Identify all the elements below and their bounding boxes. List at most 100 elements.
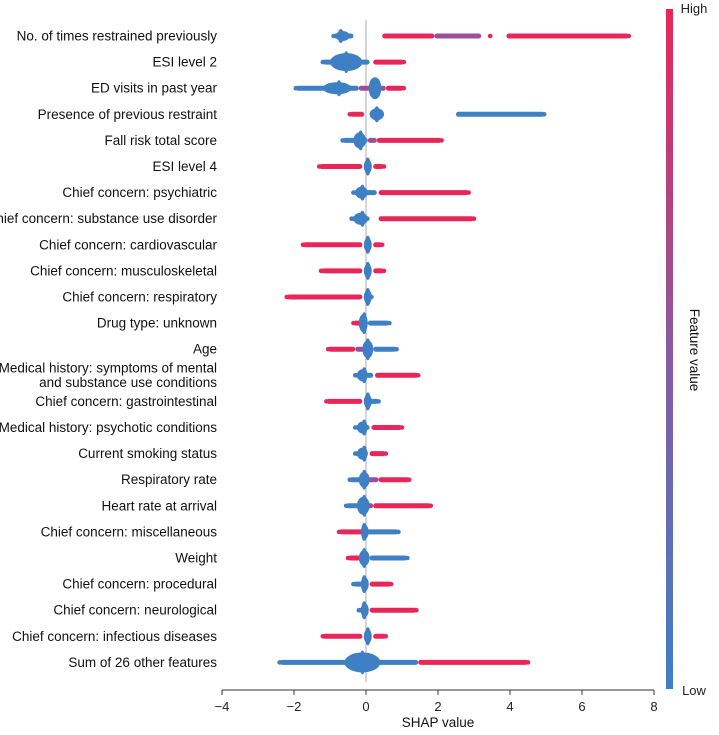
feature-label: Chief concern: neurological bbox=[53, 603, 217, 618]
shap-point bbox=[316, 164, 322, 169]
shap-point bbox=[401, 85, 407, 91]
shap-point-cluster-peak bbox=[361, 548, 368, 568]
shap-point bbox=[340, 138, 345, 143]
feature-label: Chief concern: gastrointestinal bbox=[35, 394, 217, 409]
shap-point bbox=[343, 503, 349, 509]
feature-label: Chief concern: procedural bbox=[62, 577, 217, 592]
feature-row: ESI level 2 bbox=[152, 51, 407, 74]
shap-point-band bbox=[339, 529, 365, 535]
shap-point-band bbox=[349, 111, 365, 117]
shap-point-cluster-peak bbox=[359, 184, 366, 201]
feature-row: Respiratory rate bbox=[121, 469, 412, 490]
colorbar: High Low Feature value bbox=[666, 1, 707, 698]
shap-point-band bbox=[373, 242, 383, 248]
shap-point bbox=[318, 268, 324, 274]
shap-point-cluster-peak bbox=[364, 627, 371, 646]
feature-row: Chief concern: neurological bbox=[53, 601, 419, 620]
shap-point-band bbox=[506, 33, 629, 39]
shap-point bbox=[396, 529, 401, 535]
feature-label: Age bbox=[193, 342, 217, 357]
shap-point-cluster-peak bbox=[361, 312, 368, 335]
shap-point-cluster-peak bbox=[361, 445, 368, 462]
shap-point-cluster-secondary bbox=[368, 77, 382, 100]
shap-point-cluster-peak bbox=[337, 29, 344, 43]
shap-point-cluster-peak bbox=[361, 469, 368, 490]
feature-label: Chief concern: musculoskeletal bbox=[30, 263, 217, 278]
shap-point bbox=[336, 529, 342, 535]
shap-point bbox=[525, 660, 531, 665]
feature-rows: No. of times restrained previously ESI le… bbox=[0, 20, 632, 682]
x-tick-label: 2 bbox=[434, 699, 441, 714]
shap-point-band bbox=[303, 242, 363, 248]
shap-point-cluster-peak bbox=[359, 650, 366, 675]
shap-point bbox=[352, 425, 358, 430]
x-tick-group: −4 −2 0 2 4 6 8 bbox=[215, 690, 658, 714]
shap-point bbox=[541, 112, 547, 117]
feature-label: Heart rate at arrival bbox=[101, 498, 217, 513]
feature-label: and substance use conditions bbox=[39, 375, 217, 390]
feature-label: Sum of 26 other features bbox=[68, 655, 217, 670]
shap-point-cluster-peak bbox=[361, 575, 368, 594]
shap-point-band bbox=[369, 451, 386, 457]
feature-label: Chief concern: cardiovascular bbox=[39, 237, 217, 252]
feature-label: No. of times restrained previously bbox=[17, 29, 218, 44]
shap-point bbox=[401, 59, 407, 65]
shap-point bbox=[399, 425, 405, 430]
shap-point bbox=[381, 164, 387, 169]
feature-label: Respiratory rate bbox=[121, 472, 217, 487]
shap-point bbox=[379, 242, 385, 248]
shap-point bbox=[320, 634, 326, 639]
shap-point-band bbox=[378, 190, 469, 196]
shap-point-band bbox=[456, 111, 545, 117]
shap-point-cluster-peak bbox=[361, 494, 368, 517]
shap-point-band bbox=[326, 398, 363, 404]
feature-label: Chief concern: respiratory bbox=[62, 290, 217, 305]
shap-point-band bbox=[434, 33, 482, 39]
shap-point-cluster-peak bbox=[361, 601, 368, 620]
feature-row: Age bbox=[193, 338, 399, 361]
shap-point-band bbox=[385, 85, 404, 91]
feature-label: ED visits in past year bbox=[91, 81, 218, 96]
shap-point bbox=[351, 190, 356, 195]
shap-point bbox=[331, 33, 336, 39]
shap-point bbox=[383, 634, 389, 639]
feature-row: Medical history: psychotic conditions bbox=[0, 419, 405, 436]
shap-point-cluster-peak bbox=[336, 80, 342, 97]
shap-point bbox=[293, 85, 299, 91]
shap-point bbox=[300, 242, 306, 248]
feature-row: Heart rate at arrival bbox=[101, 494, 434, 517]
feature-row: Chief concern: cardiovascular bbox=[39, 235, 385, 254]
feature-label: Chief concern: miscellaneous bbox=[41, 524, 218, 539]
shap-point-band bbox=[418, 659, 528, 665]
feature-row: Sum of 26 other features bbox=[68, 650, 531, 675]
shap-point-band bbox=[376, 137, 442, 143]
feature-row: Chief concern: miscellaneous bbox=[41, 522, 401, 541]
feature-row: ED visits in past year bbox=[91, 77, 407, 100]
shap-point bbox=[406, 477, 412, 483]
shap-point bbox=[352, 451, 358, 456]
shap-point-band bbox=[369, 581, 392, 587]
feature-row: Fall risk total score bbox=[104, 130, 444, 151]
x-tick-label: 6 bbox=[578, 699, 585, 714]
feature-label: Fall risk total score bbox=[104, 133, 217, 148]
shap-point bbox=[376, 399, 381, 404]
shap-point-cluster-peak bbox=[361, 419, 368, 436]
feature-label: Chief concern: psychiatric bbox=[62, 185, 217, 200]
shap-point bbox=[471, 216, 477, 221]
shap-point-cluster-peak bbox=[359, 210, 366, 227]
shap-point bbox=[324, 399, 329, 404]
shap-point-cluster-peak bbox=[361, 367, 368, 384]
feature-row: No. of times restrained previously bbox=[17, 29, 632, 44]
shap-point bbox=[383, 451, 389, 456]
shap-point-band bbox=[367, 320, 390, 326]
shap-point bbox=[466, 190, 471, 195]
shap-point bbox=[415, 373, 421, 378]
shap-point bbox=[277, 660, 282, 665]
feature-label: Presence of previous restraint bbox=[38, 107, 218, 122]
shap-point-cluster-peak bbox=[357, 130, 364, 151]
shap-point-cluster-peak bbox=[364, 261, 371, 280]
shap-point bbox=[487, 33, 493, 39]
x-tick-label: 0 bbox=[362, 699, 369, 714]
x-tick-label: 4 bbox=[506, 699, 513, 714]
shap-point-band bbox=[286, 294, 363, 300]
